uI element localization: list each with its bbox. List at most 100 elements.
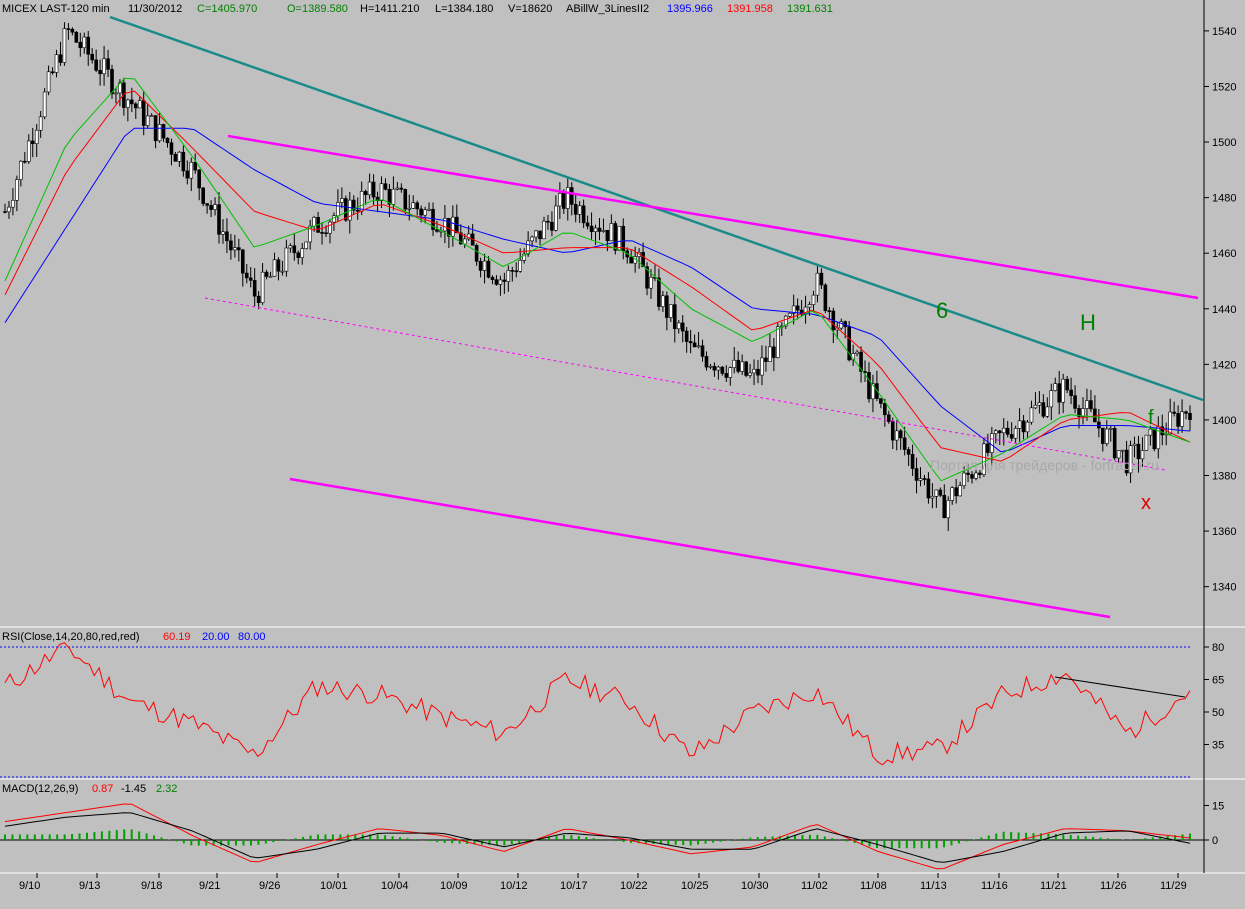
- candle-down: [3, 211, 7, 213]
- candle-up: [1180, 411, 1184, 427]
- candle-up: [157, 124, 162, 142]
- macd-value-3: 2.32: [156, 783, 177, 795]
- candle-down: [217, 204, 221, 235]
- candle-up: [577, 205, 582, 215]
- candle-down: [847, 326, 851, 361]
- date-label: 10/22: [620, 880, 648, 892]
- date-label: 10/12: [500, 880, 528, 892]
- candle-up: [1025, 421, 1030, 433]
- candle-up: [1128, 445, 1133, 474]
- candle-up: [787, 313, 792, 317]
- candle-down: [106, 58, 110, 70]
- candle-down: [110, 69, 114, 95]
- candle-up: [1108, 428, 1113, 430]
- candle-down: [419, 208, 423, 216]
- candle-up: [661, 295, 665, 307]
- price-axis: 1540 1520 1500 1480 1460 1440 1420 1400 1380 1360…: [1204, 26, 1236, 594]
- candle-up: [871, 383, 875, 400]
- candle-up: [11, 199, 15, 208]
- candle-up: [340, 198, 344, 203]
- candle-up: [728, 367, 733, 378]
- candle-down: [736, 359, 740, 372]
- candle-up: [526, 240, 530, 255]
- candle-down: [886, 414, 891, 422]
- candle-up: [811, 294, 816, 305]
- candle-up: [617, 225, 622, 251]
- candle-down: [581, 205, 586, 224]
- candle-down: [764, 357, 768, 362]
- candle-down: [692, 342, 697, 348]
- macd-panel: [0, 780, 1204, 873]
- date-label: 11/08: [860, 880, 887, 892]
- candles: [3, 22, 1192, 532]
- candle-up: [145, 115, 150, 126]
- candle-down: [490, 276, 495, 280]
- annotation-h: H: [1080, 310, 1096, 335]
- rsi-divergence-line: [1054, 676, 1186, 698]
- macd-label: MACD(12,26,9): [2, 783, 78, 795]
- header-close: C=1405.970: [197, 3, 257, 15]
- candle-up: [38, 116, 43, 131]
- candle-down: [569, 187, 574, 205]
- date-label: 10/04: [381, 880, 409, 892]
- candle-up: [946, 500, 951, 519]
- candle-down: [879, 398, 883, 404]
- candle-down: [256, 295, 261, 303]
- candle-down: [70, 28, 75, 33]
- date-label: 10/09: [440, 880, 468, 892]
- rsi-high-level: 80.00: [238, 631, 266, 643]
- candle-up: [15, 179, 19, 201]
- candle-down: [795, 305, 800, 311]
- candle-down: [1188, 413, 1192, 420]
- header-line-red: 1391.958: [727, 3, 773, 15]
- candle-down: [1152, 428, 1157, 450]
- candle-up: [300, 248, 305, 258]
- candle-up: [934, 489, 939, 497]
- candle-down: [573, 204, 578, 215]
- candle-up: [708, 365, 713, 368]
- candle-up: [328, 221, 332, 234]
- candle-up: [177, 151, 182, 162]
- candle-up: [284, 247, 289, 272]
- candle-down: [1009, 434, 1014, 439]
- candle-down: [772, 346, 776, 358]
- candle-down: [74, 31, 79, 43]
- candle-up: [1104, 428, 1109, 444]
- candle-up: [1045, 406, 1050, 417]
- rsi-tick-label: 65: [1212, 675, 1224, 687]
- candle-down: [244, 272, 249, 279]
- candle-down: [133, 103, 138, 109]
- candle-up: [982, 443, 986, 475]
- candle-down: [902, 437, 907, 450]
- candle-down: [756, 368, 760, 376]
- candle-down: [252, 280, 257, 297]
- candle-down: [538, 230, 542, 240]
- candle-down: [546, 220, 550, 223]
- candle-up: [1140, 450, 1145, 460]
- annotation-x: x: [1141, 492, 1151, 514]
- candle-up: [42, 91, 47, 118]
- candle-down: [387, 188, 392, 205]
- candle-down: [383, 183, 388, 190]
- candle-up: [732, 359, 737, 368]
- candle-down: [645, 266, 649, 289]
- candle-down: [1176, 413, 1180, 427]
- candle-up: [482, 260, 487, 271]
- candle-down: [712, 365, 717, 371]
- macd-line: [4, 803, 1191, 870]
- date-label: 11/29: [1160, 880, 1187, 892]
- date-label: 10/01: [320, 880, 348, 892]
- candle-up: [1029, 407, 1034, 423]
- rsi-label: RSI(Close,14,20,80,red,red): [2, 631, 140, 643]
- candle-up: [676, 322, 681, 330]
- candle-up: [46, 71, 51, 93]
- candle-down: [502, 279, 507, 282]
- candle-up: [554, 205, 558, 231]
- candle-up: [102, 58, 106, 75]
- candle-down: [672, 304, 677, 330]
- macd-axis: 15 0: [1204, 801, 1224, 847]
- candle-up: [7, 206, 11, 213]
- candle-down: [58, 54, 63, 63]
- candle-up: [565, 187, 570, 209]
- candle-down: [1021, 420, 1026, 433]
